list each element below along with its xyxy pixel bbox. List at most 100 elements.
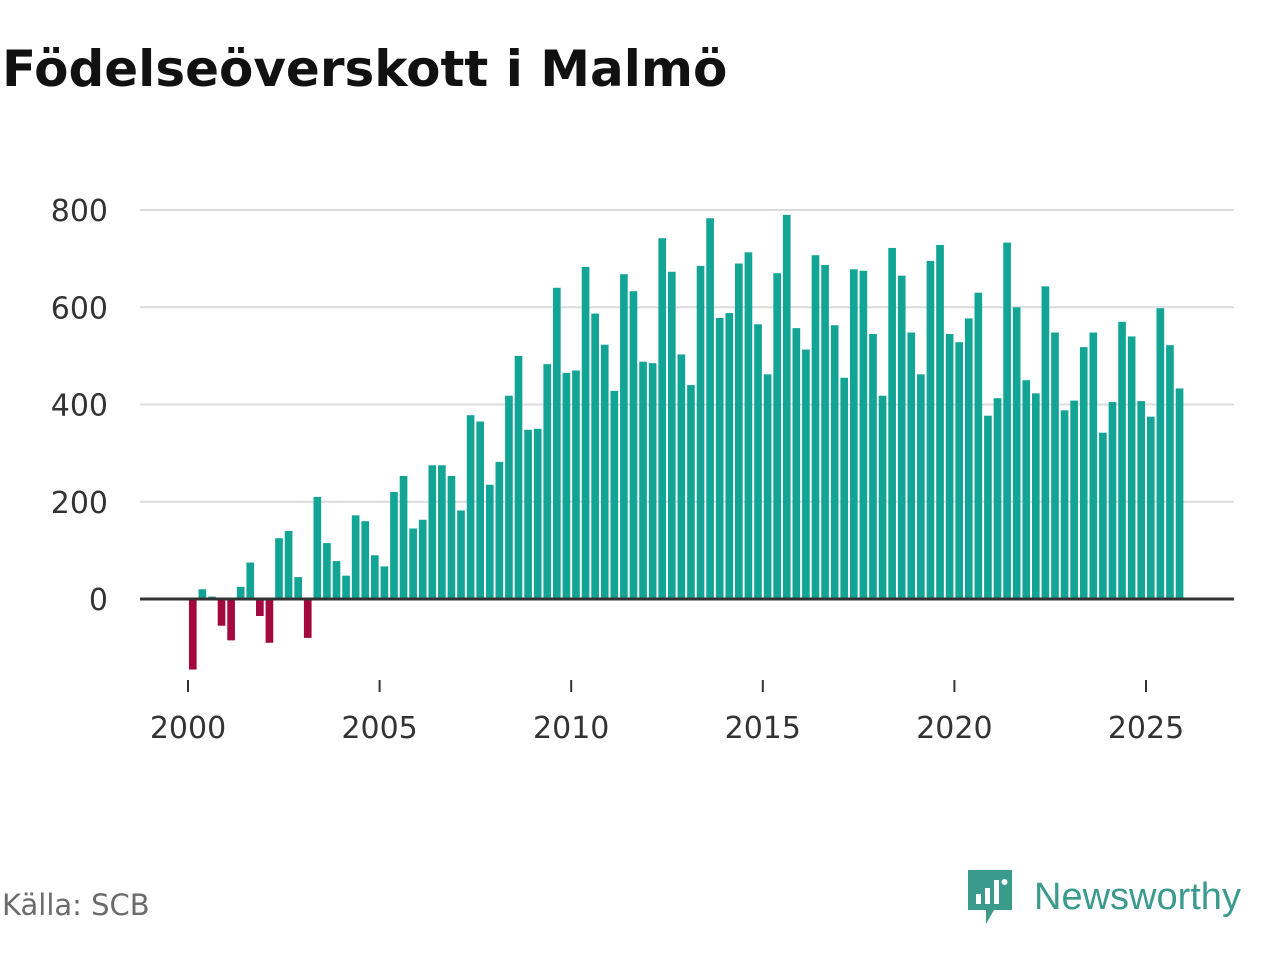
bar [399,475,408,599]
bar [648,363,657,599]
bar [246,562,255,599]
y-tick-label: 0 [89,583,108,618]
bar [773,273,782,599]
bar [1146,416,1155,599]
bar [811,255,820,599]
bar [485,484,494,599]
bar [188,599,197,670]
x-tick-label: 2015 [725,711,801,746]
bar [744,252,753,599]
bar [840,377,849,599]
bar [236,586,245,599]
bar [677,354,686,599]
bar [323,543,331,599]
bar [1051,332,1059,599]
bar [1108,402,1117,599]
bar [351,515,360,599]
bar [763,374,772,599]
bar [878,395,887,599]
bar [370,555,379,599]
bar [447,475,456,599]
bar [658,238,667,599]
y-tick-label: 200 [51,486,108,521]
brand-name: Newsworthy [1034,875,1241,918]
bar [1118,321,1126,599]
bar [821,264,829,599]
bar [639,361,647,599]
bar [830,325,839,599]
bar [1156,308,1165,599]
bar [1060,410,1069,599]
bar [955,342,964,599]
bar [984,415,992,599]
bar [562,372,571,599]
bar [1079,347,1088,599]
bar [543,364,552,599]
bar [581,266,590,599]
bar [361,521,370,599]
bar [303,599,312,638]
bar [897,275,906,599]
grid-layer [140,209,1234,503]
bar [620,274,628,599]
bar [380,566,389,599]
bar [964,318,973,599]
bar [1031,393,1040,599]
bar [476,421,485,599]
bar [1089,332,1098,599]
bar [495,461,504,599]
bar [1137,401,1146,599]
bar [888,247,896,600]
newsworthy-logo-icon [968,870,1012,924]
bar-layer [188,214,1184,670]
bar [457,510,465,599]
bar [945,333,954,599]
bar [1166,345,1174,599]
bar [284,530,293,599]
bar [667,271,676,599]
bar [782,214,791,600]
bar [974,292,983,599]
bar [696,265,705,599]
x-tick-label: 2020 [916,711,992,746]
x-tick-label: 2005 [341,711,417,746]
bar [217,599,226,626]
brand[interactable]: Newsworthy [964,864,1241,930]
bar [735,263,743,599]
bar [390,492,398,599]
bar [342,575,350,599]
bar [256,599,264,617]
bar [1012,307,1021,599]
bar [591,313,599,599]
bar [428,465,437,599]
bar [294,577,303,599]
y-tick-label: 800 [51,194,108,229]
bar [418,519,427,599]
bar [198,589,207,599]
bar [1003,242,1011,600]
bar [1099,432,1107,599]
bar [936,245,944,599]
bar [993,398,1002,599]
y-tick-label: 600 [51,291,108,326]
bar [754,324,762,599]
bar [1022,380,1031,599]
x-tick-label: 2025 [1108,711,1184,746]
bar [706,218,714,600]
bar [600,344,609,599]
bar [687,385,695,599]
bar [1070,400,1078,599]
bar [313,496,322,599]
x-tick-label: 2010 [533,711,609,746]
bar [849,269,858,599]
bar [275,538,283,599]
bar [466,415,475,599]
bar [869,333,877,599]
bar [533,428,542,599]
bar [524,429,532,599]
bar [792,328,801,599]
bar [1175,388,1184,599]
bar [438,465,446,599]
bar [715,317,724,599]
